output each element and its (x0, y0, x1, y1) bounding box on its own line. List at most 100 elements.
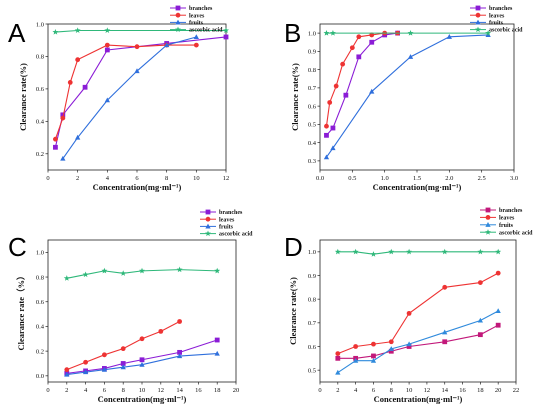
data-point (335, 369, 341, 375)
data-point (324, 123, 329, 129)
data-point (139, 357, 145, 363)
data-point (74, 27, 81, 34)
data-point (388, 248, 395, 255)
chart-panel-b: B 0.0 0.5 1.0 1.5 2.0 2.5 3.0 0.3 0.4 0.5 0.6 0.7 0.8… (284, 5, 523, 192)
x-tick-label: 12 (424, 387, 431, 394)
x-tick-label: 0 (46, 387, 49, 394)
y-tick-label: 0.2 (36, 151, 44, 158)
y-tick-label: 0.4 (308, 140, 317, 147)
data-point (75, 134, 81, 140)
series-line (54, 44, 197, 140)
data-point (177, 319, 183, 324)
series-leaves (335, 270, 501, 356)
data-point (120, 361, 126, 366)
legend-label: leaves (189, 13, 205, 19)
series-leaves (64, 319, 183, 373)
data-point (442, 339, 448, 345)
data-point (477, 332, 483, 338)
legend-label: ascorbic acid (499, 230, 533, 236)
data-point (323, 30, 330, 36)
data-point (101, 267, 108, 274)
legend-marker (175, 5, 181, 11)
x-tick-label: 22 (513, 387, 520, 394)
series-fruits (64, 350, 220, 377)
data-point (82, 369, 89, 375)
data-point (352, 248, 359, 255)
y-tick-label: 0.6 (36, 299, 45, 306)
data-point (406, 310, 412, 316)
data-point (329, 30, 336, 36)
series-fruits (60, 34, 199, 161)
x-tick-label: 10 (193, 175, 200, 182)
data-point (330, 125, 336, 131)
y-tick-label: 0.5 (308, 367, 316, 374)
data-point (164, 42, 170, 48)
series-ascorbic-acid (63, 266, 221, 281)
data-point (158, 328, 164, 334)
data-point (177, 349, 182, 355)
x-tick-label: 12 (158, 387, 165, 394)
legend-label: ascorbic acid (189, 28, 223, 34)
panel-letter: A (8, 18, 26, 48)
data-point (495, 308, 501, 314)
x-axis-title: Concentration(mg·ml⁻¹) (374, 394, 463, 404)
series-line (326, 34, 489, 158)
data-point (349, 45, 355, 51)
data-point (495, 248, 502, 255)
plot-frame (319, 239, 517, 383)
legend-label: ascorbic acid (489, 28, 523, 34)
plot-frame (319, 23, 515, 171)
legend-marker (175, 19, 181, 25)
data-point (83, 359, 88, 365)
y-tick-label: 0.8 (308, 67, 316, 74)
x-tick-label: 1.5 (413, 175, 421, 182)
x-axis-title: Concentration(mg·ml⁻¹) (98, 394, 187, 404)
data-point (406, 344, 412, 349)
series-line (337, 310, 499, 373)
y-axis-title: Clearance rate(%) (18, 63, 28, 131)
data-point (477, 248, 484, 255)
series-leaves (324, 30, 400, 129)
data-point (60, 115, 66, 121)
legend-label: fruits (489, 21, 504, 27)
data-point (340, 61, 346, 67)
y-tick-label: 0.6 (308, 103, 317, 110)
data-point (477, 280, 483, 285)
x-tick-label: 2 (76, 175, 79, 182)
y-tick-label: 0.8 (308, 296, 316, 303)
legend-marker (485, 222, 491, 227)
data-point (327, 100, 333, 105)
series-line (54, 36, 227, 148)
x-tick-label: 8 (122, 387, 125, 394)
data-point (324, 132, 329, 138)
data-point (193, 42, 199, 48)
data-point (335, 351, 341, 356)
data-point (214, 350, 220, 356)
y-tick-label: 0.6 (308, 344, 317, 351)
y-tick-label: 1.0 (308, 249, 316, 256)
x-tick-label: 2.0 (445, 175, 453, 182)
data-point (370, 357, 377, 363)
series-line (55, 29, 226, 33)
series-line (337, 251, 499, 255)
data-point (407, 54, 414, 59)
data-point (388, 339, 394, 345)
data-point (369, 39, 375, 45)
legend-marker (485, 229, 491, 235)
y-tick-label: 0.8 (36, 54, 44, 61)
x-tick-label: 6 (135, 175, 139, 182)
x-tick-label: 0.0 (316, 175, 324, 182)
series-line (325, 32, 398, 127)
series-branches (335, 322, 501, 361)
legend-marker (205, 209, 211, 215)
legend-marker (175, 26, 181, 33)
data-point (134, 44, 140, 50)
data-point (101, 366, 108, 372)
legend-marker (205, 223, 211, 229)
series-ascorbic-acid (334, 248, 502, 257)
x-tick-label: 3.0 (510, 175, 518, 182)
y-tick-label: 0.9 (308, 49, 316, 56)
y-tick-label: 0.0 (36, 373, 44, 380)
y-axis-title: Clearance rate(%) (288, 277, 298, 345)
